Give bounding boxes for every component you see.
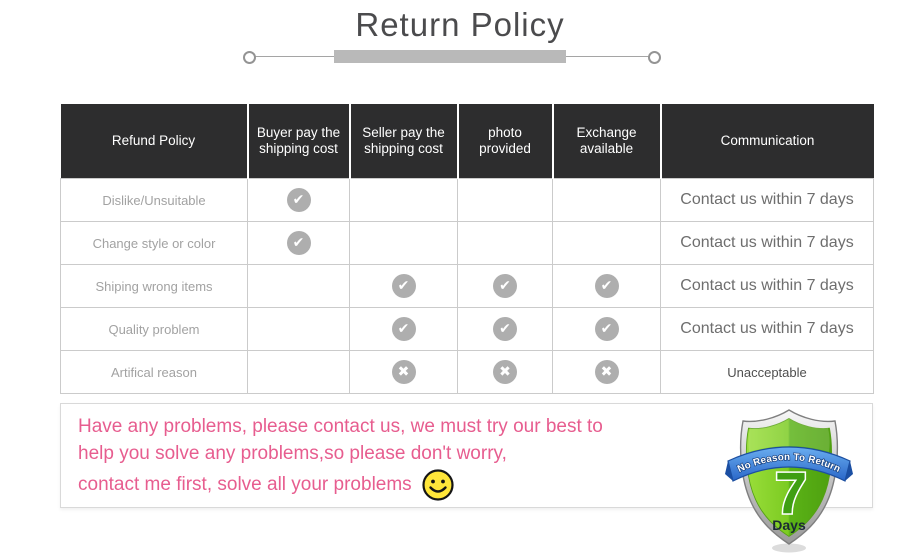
- mark-cell: [552, 221, 661, 265]
- mark-cell: [457, 178, 553, 222]
- cross-icon: ✖: [391, 360, 416, 384]
- mark-cell: [349, 178, 458, 222]
- row-label: Artifical reason: [60, 350, 248, 394]
- note-line-text: contact me first, solve all your problem…: [78, 473, 412, 495]
- table-header: Refund Policy Buyer pay the shipping cos…: [60, 104, 874, 179]
- mark-cell: ✔: [247, 178, 350, 222]
- check-icon: ✔: [594, 317, 619, 341]
- header-photo-provided: photo provided: [456, 104, 553, 179]
- mark-cell: [349, 221, 458, 265]
- mark-cell: ✔: [457, 307, 553, 351]
- row-label: Quality problem: [60, 307, 248, 351]
- check-icon: ✔: [493, 317, 517, 341]
- table-row: Change style or color ✔ Contact us within …: [60, 221, 874, 265]
- check-icon: ✔: [286, 231, 311, 255]
- check-icon: ✔: [391, 274, 416, 298]
- table-row: Shiping wrong items ✔ ✔ ✔ Contact us within …: [60, 264, 874, 308]
- table-row: Quality problem ✔ ✔ ✔ Contact us within 7 da…: [60, 307, 874, 351]
- refund-table-body: Dislike/Unsuitable ✔ Contact us within 7 d…: [60, 178, 874, 394]
- mark-cell: ✔: [552, 264, 661, 308]
- mark-cell: ✔: [349, 264, 458, 308]
- mark-cell: ✖: [552, 350, 661, 394]
- mark-cell: [552, 178, 661, 222]
- row-label: Change style or color: [60, 221, 248, 265]
- note-line: help you solve any problems,so please do…: [78, 443, 507, 464]
- row-label: Shiping wrong items: [60, 264, 248, 308]
- smiley-face-icon: [422, 469, 454, 501]
- ribbon-fold-left: [725, 461, 733, 481]
- divider-bar: [334, 50, 566, 63]
- communication-cell: Contact us within 7 days: [660, 221, 874, 265]
- page-title: Return Policy: [355, 6, 565, 43]
- row-label: Dislike/Unsuitable: [60, 178, 248, 222]
- communication-cell: Unacceptable: [660, 350, 874, 394]
- note-line: contact me first, solve all your problem…: [78, 467, 603, 501]
- header-refund-policy: Refund Policy: [60, 104, 248, 179]
- divider-dot-right: [648, 51, 661, 64]
- header-buyer-pay: Buyer pay the shipping cost: [246, 104, 350, 179]
- badge-shadow: [772, 543, 806, 553]
- note-line: Have any problems, please contact us, we…: [78, 416, 603, 437]
- header-exchange-available: Exchange available: [551, 104, 661, 179]
- check-icon: ✔: [391, 317, 416, 341]
- cross-icon: ✖: [493, 360, 517, 384]
- table-row: Dislike/Unsuitable ✔ Contact us within 7 d…: [60, 178, 874, 222]
- check-icon: ✔: [594, 274, 619, 298]
- mark-cell: [457, 221, 553, 265]
- mark-cell: [247, 264, 350, 308]
- header-communication: Communication: [659, 104, 874, 179]
- mark-cell: [247, 307, 350, 351]
- mark-cell: ✖: [349, 350, 458, 394]
- mark-cell: [247, 350, 350, 394]
- table-row: Artifical reason ✖ ✖ ✖ Unacceptable: [60, 350, 874, 394]
- check-icon: ✔: [286, 188, 311, 212]
- contact-note-text: Have any problems, please contact us, we…: [78, 413, 603, 501]
- refund-policy-table: Refund Policy Buyer pay the shipping cos…: [60, 104, 874, 394]
- shield-gloss: [748, 418, 830, 452]
- badge-unit: Days: [772, 517, 806, 533]
- mark-cell: ✔: [349, 307, 458, 351]
- check-icon: ✔: [493, 274, 517, 298]
- cross-icon: ✖: [594, 360, 619, 384]
- contact-note-box: Have any problems, please contact us, we…: [60, 403, 873, 508]
- shield-green-body: [745, 418, 832, 537]
- badge-number: 7: [775, 461, 807, 526]
- header-seller-pay: Seller pay the shipping cost: [348, 104, 458, 179]
- mark-cell: ✔: [457, 264, 553, 308]
- ribbon-fold-right: [845, 461, 853, 481]
- communication-cell: Contact us within 7 days: [660, 307, 874, 351]
- communication-cell: Contact us within 7 days: [660, 264, 874, 308]
- communication-cell: Contact us within 7 days: [660, 178, 874, 222]
- mark-cell: ✔: [552, 307, 661, 351]
- mark-cell: ✖: [457, 350, 553, 394]
- divider-dot-left: [243, 51, 256, 64]
- seven-days-return-badge: No Reason To Return 7 Days: [725, 409, 853, 553]
- mark-cell: ✔: [247, 221, 350, 265]
